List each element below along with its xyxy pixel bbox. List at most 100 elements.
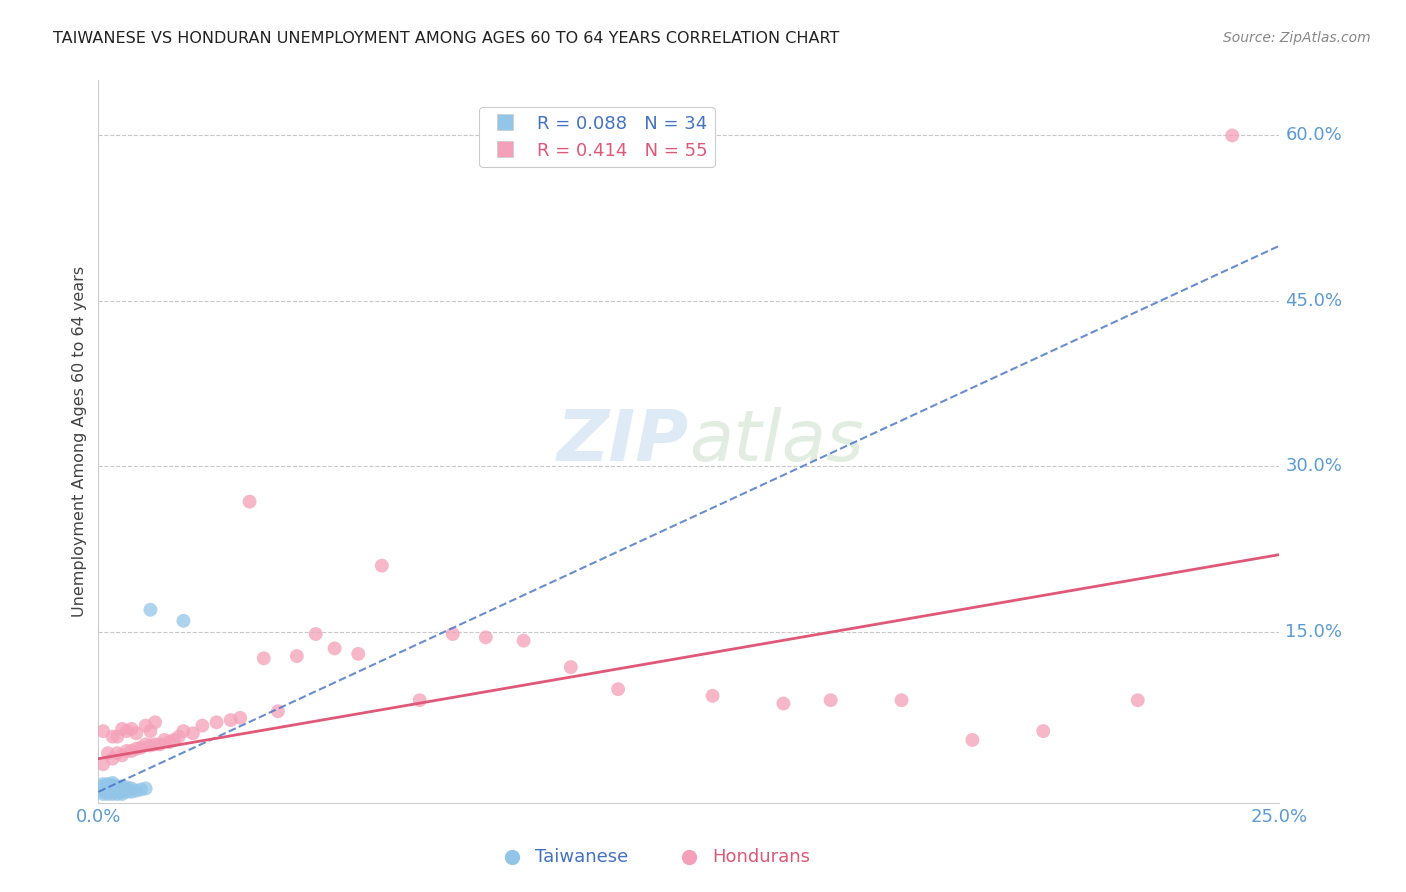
Text: 15.0%: 15.0% xyxy=(1285,623,1343,640)
Point xyxy=(219,713,242,727)
Point xyxy=(91,787,114,801)
Point xyxy=(229,711,252,725)
Point xyxy=(121,744,143,758)
Point xyxy=(285,649,308,664)
Point xyxy=(115,785,138,799)
Point xyxy=(91,785,114,799)
Point xyxy=(111,722,134,736)
Point xyxy=(163,733,186,747)
Point xyxy=(129,782,152,797)
Point xyxy=(105,779,128,793)
Point xyxy=(135,718,157,732)
Point xyxy=(890,693,912,707)
Point xyxy=(91,782,114,797)
Point xyxy=(143,715,166,730)
Point xyxy=(125,741,148,756)
Point xyxy=(962,733,984,747)
Point xyxy=(181,726,204,740)
Point xyxy=(111,787,134,801)
Point xyxy=(702,689,724,703)
Point xyxy=(111,779,134,793)
Point xyxy=(1126,693,1149,707)
Y-axis label: Unemployment Among Ages 60 to 64 years: Unemployment Among Ages 60 to 64 years xyxy=(72,266,87,617)
Point xyxy=(111,785,134,799)
Point xyxy=(101,787,124,801)
Point xyxy=(111,748,134,763)
Point xyxy=(475,631,498,645)
Point xyxy=(129,740,152,755)
Point xyxy=(607,682,630,697)
Point xyxy=(149,737,172,751)
Point xyxy=(441,627,464,641)
Point xyxy=(97,787,120,801)
Point xyxy=(105,730,128,744)
Point xyxy=(157,735,180,749)
Point xyxy=(97,780,120,795)
Point xyxy=(121,781,143,796)
Point xyxy=(115,724,138,739)
Point xyxy=(125,726,148,740)
Text: ZIP: ZIP xyxy=(557,407,689,476)
Point xyxy=(101,776,124,790)
Point xyxy=(91,757,114,772)
Point xyxy=(111,782,134,797)
Point xyxy=(101,785,124,799)
Point xyxy=(101,782,124,797)
Point xyxy=(153,733,176,747)
Point xyxy=(1032,724,1054,739)
Point xyxy=(167,730,190,744)
Point xyxy=(772,697,794,711)
Point xyxy=(101,730,124,744)
Text: atlas: atlas xyxy=(689,407,863,476)
Text: 45.0%: 45.0% xyxy=(1285,292,1343,310)
Text: Hondurans: Hondurans xyxy=(713,848,811,866)
Point xyxy=(97,777,120,791)
Point xyxy=(139,739,162,753)
Point xyxy=(239,494,262,508)
Point xyxy=(323,641,346,656)
Point xyxy=(91,779,114,793)
Text: Source: ZipAtlas.com: Source: ZipAtlas.com xyxy=(1223,31,1371,45)
Legend: R = 0.088   N = 34, R = 0.414   N = 55: R = 0.088 N = 34, R = 0.414 N = 55 xyxy=(479,107,716,167)
Point xyxy=(115,744,138,758)
Point xyxy=(105,781,128,796)
Point xyxy=(121,722,143,736)
Point xyxy=(347,647,370,661)
Point xyxy=(172,614,194,628)
Point xyxy=(139,603,162,617)
Point xyxy=(101,778,124,792)
Point xyxy=(121,785,143,799)
Point xyxy=(135,737,157,751)
Point xyxy=(105,746,128,760)
Point xyxy=(172,724,194,739)
Point xyxy=(105,785,128,799)
Point xyxy=(101,752,124,766)
Point xyxy=(408,693,430,707)
Point xyxy=(371,558,394,573)
Point xyxy=(143,737,166,751)
Point xyxy=(125,783,148,797)
Point xyxy=(560,660,582,674)
Text: 30.0%: 30.0% xyxy=(1285,458,1343,475)
Point xyxy=(253,651,276,665)
Point xyxy=(97,785,120,799)
Point xyxy=(820,693,842,707)
Text: 60.0%: 60.0% xyxy=(1285,127,1343,145)
Point xyxy=(205,715,228,730)
Point xyxy=(305,627,328,641)
Point xyxy=(139,724,162,739)
Point xyxy=(91,724,114,739)
Point xyxy=(115,782,138,797)
Point xyxy=(1220,128,1243,143)
Point xyxy=(135,781,157,796)
Point xyxy=(97,782,120,797)
Point xyxy=(105,787,128,801)
Point xyxy=(512,633,534,648)
Point xyxy=(101,780,124,795)
Point xyxy=(91,777,114,791)
Point xyxy=(191,718,214,732)
Point xyxy=(267,704,290,718)
Point xyxy=(115,780,138,795)
Text: TAIWANESE VS HONDURAN UNEMPLOYMENT AMONG AGES 60 TO 64 YEARS CORRELATION CHART: TAIWANESE VS HONDURAN UNEMPLOYMENT AMONG… xyxy=(53,31,839,46)
Point xyxy=(97,746,120,760)
